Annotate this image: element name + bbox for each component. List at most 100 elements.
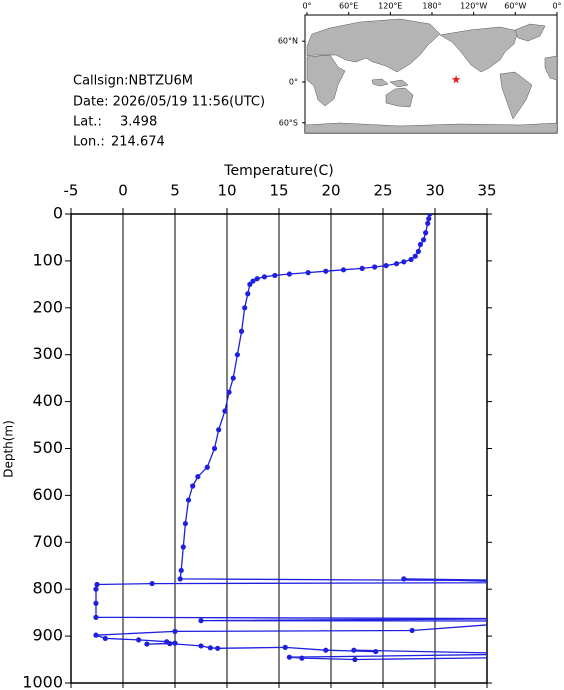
profile-point	[245, 291, 251, 297]
profile-point	[216, 427, 222, 433]
profile-point	[417, 241, 424, 248]
profile-point	[190, 483, 196, 489]
y-tick-label: 200	[32, 297, 63, 316]
map-x-label: 120°W	[460, 2, 487, 11]
x-tick-label: 35	[477, 182, 496, 200]
profile-point	[409, 627, 415, 634]
profile-point	[195, 474, 201, 480]
profile-point	[286, 271, 292, 277]
profile-point	[536, 580, 541, 585]
profile-point	[340, 267, 347, 273]
y-tick-label: 900	[32, 626, 63, 645]
profile-point	[401, 259, 407, 265]
profile-point	[102, 635, 108, 642]
map-x-label: 60°W	[504, 2, 526, 11]
profile-point	[204, 464, 210, 470]
station-info: Callsign:NBTZU6M Date: 2026/05/19 11:56(…	[73, 74, 265, 150]
profile-point	[93, 600, 99, 606]
x-tick-label: -5	[64, 182, 79, 200]
profile-point	[423, 230, 429, 236]
y-tick-label: 0	[53, 204, 63, 223]
lon-label: Lon.:	[73, 135, 105, 150]
profile-point	[247, 281, 253, 287]
profile-point	[359, 265, 365, 272]
x-tick-label: 15	[269, 182, 288, 200]
profile-point	[93, 614, 99, 620]
y-tick-label: 500	[32, 438, 63, 457]
profile-point	[536, 655, 541, 660]
profile-point	[93, 632, 99, 638]
map-x-label: 0°	[302, 2, 311, 11]
x-tick-label: 10	[217, 182, 236, 200]
profile-point	[185, 497, 192, 503]
profile-point	[94, 581, 100, 588]
profile-point	[254, 276, 260, 282]
lon-value: 214.674	[111, 135, 165, 150]
y-tick-label: 400	[32, 391, 63, 410]
profile-point	[408, 256, 414, 263]
station-marker	[451, 75, 461, 84]
map-y-label: 0°	[289, 78, 298, 87]
x-tick-label: 0	[118, 182, 128, 200]
profile-point	[412, 253, 418, 259]
profile-point	[177, 576, 183, 582]
y-tick-label: 800	[32, 579, 63, 598]
profile-point	[211, 445, 218, 452]
profile-point	[536, 578, 541, 583]
profile-point	[415, 248, 421, 255]
map-x-label: 120°E	[378, 2, 402, 11]
profile-point	[372, 264, 378, 270]
x-tick-label: 30	[425, 182, 444, 200]
profile-point	[180, 544, 186, 550]
date: Date: 2026/05/19 11:56(UTC)	[73, 95, 265, 110]
profile-point	[420, 237, 427, 243]
profile-point	[536, 651, 541, 656]
series	[93, 214, 541, 663]
map-x-label: 180°	[422, 2, 441, 11]
profile-point	[149, 580, 155, 587]
profile-point	[351, 647, 357, 653]
profile-point	[182, 520, 188, 527]
y-axis-title: Depth(m)	[2, 420, 16, 478]
profile-point	[286, 654, 292, 660]
profile-point	[373, 648, 379, 655]
y-tick-label: 600	[32, 485, 63, 504]
profile-point	[401, 576, 407, 582]
profile-point	[352, 656, 358, 663]
map-x-label: 60°E	[339, 2, 358, 11]
profile-point	[198, 643, 204, 649]
callsign: Callsign:NBTZU6M	[73, 74, 193, 89]
profile-point	[323, 268, 329, 274]
profile-point	[93, 586, 99, 592]
profile-point	[144, 641, 150, 647]
profile-point	[242, 305, 248, 311]
y-tick-label: 100	[32, 250, 63, 269]
profile-line	[95, 214, 487, 661]
profile-point	[230, 375, 236, 381]
profile-point	[323, 647, 329, 653]
y-tick-label: 700	[32, 532, 63, 551]
lat-value: 3.498	[120, 115, 157, 130]
x-tick-label: 20	[321, 182, 340, 200]
profile-point	[172, 640, 178, 646]
map-y-label: 60°N	[278, 37, 298, 46]
y-tick-label: 1000	[22, 673, 63, 690]
profile-point	[222, 408, 228, 414]
profile-point	[238, 328, 245, 334]
x-axis-title: Temperature(C)	[223, 163, 333, 179]
profile-point	[272, 272, 278, 279]
profile-point	[383, 262, 389, 269]
profile-point	[261, 274, 268, 280]
y-tick-label: 300	[32, 344, 63, 363]
profile-point	[172, 628, 178, 635]
profile-point	[207, 645, 213, 651]
profile-point	[536, 616, 541, 621]
x-tick-label: 25	[373, 182, 392, 200]
profile-point	[234, 352, 240, 358]
profile-point	[393, 261, 400, 267]
profile-point	[536, 618, 541, 623]
profile-point	[282, 644, 288, 650]
land	[305, 18, 557, 133]
profile-point	[427, 214, 433, 217]
